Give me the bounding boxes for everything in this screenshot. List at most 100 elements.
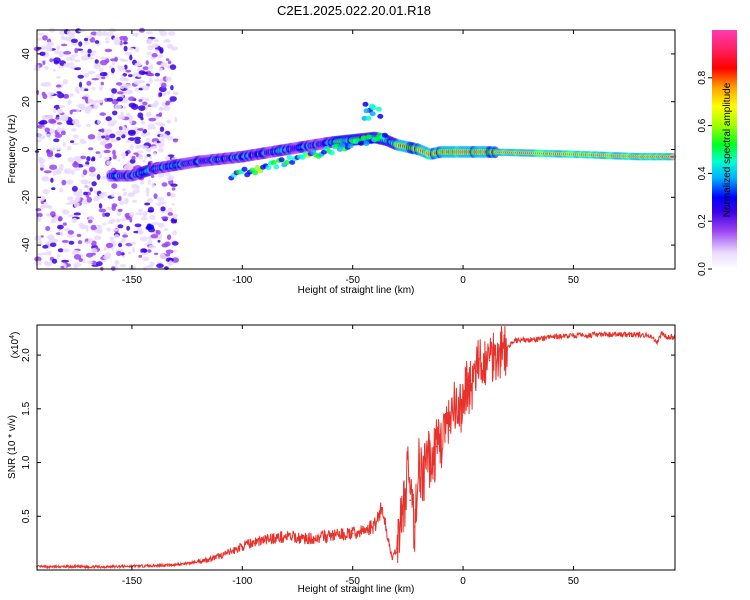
heatmap-noise-cell bbox=[128, 47, 135, 51]
heatmap-noise-cell bbox=[72, 161, 80, 168]
snr-data-point bbox=[296, 537, 299, 539]
snr-data-point bbox=[422, 477, 425, 480]
heatmap-noise-cell bbox=[71, 54, 79, 57]
heatmap-noise-cell bbox=[88, 237, 93, 243]
heatmap-branch-cell bbox=[360, 135, 367, 141]
heatmap-noise-cell bbox=[163, 39, 171, 43]
heatmap-branch-cell bbox=[370, 105, 377, 111]
heatmap-noise-cell bbox=[111, 60, 115, 66]
heatmap-noise-cell bbox=[140, 236, 148, 242]
heatmap-noise-cell bbox=[148, 117, 157, 122]
heatmap-noise-cell bbox=[116, 211, 122, 217]
snr-data-point bbox=[413, 526, 416, 528]
heatmap-noise-cell bbox=[147, 238, 153, 245]
heatmap-noise-cell bbox=[159, 78, 164, 82]
heatmap-noise-cell bbox=[123, 41, 128, 45]
heatmap-noise-cell bbox=[87, 70, 96, 75]
heatmap-y-tick-label: -20 bbox=[21, 190, 32, 205]
heatmap-noise-cell bbox=[123, 164, 132, 170]
heatmap-noise-cell bbox=[97, 229, 103, 235]
heatmap-noise-cell bbox=[94, 40, 100, 44]
heatmap-noise-cell bbox=[47, 157, 54, 160]
heatmap-noise-cell bbox=[125, 112, 131, 116]
snr-data-point bbox=[340, 533, 343, 536]
heatmap-noise-cell bbox=[116, 136, 121, 141]
heatmap-noise-cell bbox=[69, 62, 75, 66]
heatmap-noise-cell bbox=[88, 166, 96, 173]
heatmap-noise-cell bbox=[164, 172, 171, 176]
heatmap-noise-cell bbox=[87, 134, 96, 140]
heatmap-noise-cell bbox=[128, 265, 137, 271]
heatmap-noise-cell bbox=[112, 154, 117, 160]
snr-data-point bbox=[444, 424, 447, 426]
heatmap-noise-cell bbox=[49, 147, 56, 151]
heatmap-noise-cell bbox=[73, 212, 82, 216]
snr-data-point bbox=[230, 550, 233, 553]
heatmap-noise-cell bbox=[56, 108, 63, 114]
snr-data-point bbox=[391, 558, 394, 561]
heatmap-noise-cell bbox=[93, 104, 99, 110]
heatmap-x-axis-label: Height of straight line (km) bbox=[298, 285, 415, 296]
heatmap-noise-cell bbox=[49, 58, 54, 63]
heatmap-noise-cell bbox=[70, 38, 78, 43]
heatmap-noise-cell bbox=[114, 104, 122, 110]
heatmap-noise-cell bbox=[39, 51, 46, 56]
snr-data-point bbox=[87, 566, 89, 568]
heatmap-noise-cell bbox=[38, 156, 44, 162]
colorbar-tick-label: 0.4 bbox=[697, 166, 708, 180]
colorbar-tick-label: 0.2 bbox=[697, 214, 708, 228]
heatmap-noise-cell bbox=[165, 76, 172, 82]
heatmap-noise-cell bbox=[141, 145, 150, 149]
heatmap-noise-cell bbox=[80, 155, 87, 160]
heatmap-noise-cell bbox=[88, 172, 97, 177]
heatmap-noise-cell bbox=[118, 242, 123, 248]
snr-data-point bbox=[440, 440, 442, 442]
heatmap-branch-cell bbox=[299, 154, 306, 160]
heatmap-noise-cell bbox=[153, 39, 160, 43]
figure-title: C2E1.2025.022.20.01.R18 bbox=[277, 3, 431, 18]
heatmap-noise-cell bbox=[162, 91, 167, 97]
heatmap-branch-cell bbox=[363, 141, 370, 147]
heatmap-noise-cell bbox=[69, 31, 77, 35]
heatmap-noise-cell bbox=[134, 32, 139, 38]
heatmap-noise-cell bbox=[88, 98, 92, 105]
heatmap-branch-cell bbox=[369, 111, 376, 117]
heatmap-noise-cell bbox=[141, 71, 149, 75]
heatmap-x-ticks: -150 -100 -50 0 50 bbox=[122, 30, 579, 286]
snr-data-point bbox=[594, 333, 597, 336]
heatmap-noise-cell bbox=[43, 170, 52, 174]
colorbar: 0.0 0.2 0.4 0.6 0.8 Normalized spectral ampl… bbox=[697, 30, 737, 276]
heatmap-noise-cell bbox=[169, 193, 176, 198]
heatmap-noise-cell bbox=[166, 135, 174, 141]
heatmap-noise-cell bbox=[141, 251, 148, 256]
heatmap-noise-cell bbox=[151, 222, 160, 226]
heatmap-noise-cell bbox=[55, 117, 60, 120]
heatmap-noise-cell bbox=[165, 58, 170, 61]
heatmap-noise-cell bbox=[56, 167, 64, 172]
heatmap-noise-cell bbox=[98, 203, 103, 209]
snr-data-point bbox=[404, 494, 407, 496]
heatmap-noise-cell bbox=[161, 82, 167, 89]
snr-data-point bbox=[186, 562, 188, 565]
heatmap-noise-cell bbox=[101, 128, 105, 133]
heatmap-noise-cell bbox=[131, 184, 139, 189]
heatmap-noise-cell bbox=[138, 254, 143, 258]
heatmap-noise-cell bbox=[145, 97, 150, 102]
snr-frame bbox=[36, 324, 676, 571]
heatmap-noise-cell bbox=[66, 196, 74, 201]
heatmap-noise-cell bbox=[129, 119, 133, 125]
heatmap-noise-cell bbox=[160, 206, 166, 212]
heatmap-noise-cell bbox=[116, 91, 124, 95]
heatmap-noise-cell bbox=[160, 107, 164, 111]
snr-x-tick-label: -50 bbox=[345, 576, 360, 587]
heatmap-noise-cell bbox=[148, 245, 156, 249]
heatmap-noise-cell bbox=[91, 78, 100, 81]
snr-data-point bbox=[418, 461, 420, 464]
heatmap-noise-cell bbox=[129, 54, 133, 61]
heatmap-noise-cell bbox=[73, 168, 81, 171]
heatmap-noise-cell bbox=[62, 222, 67, 226]
heatmap-noise-cell bbox=[111, 183, 118, 189]
heatmap-noise-cell bbox=[57, 248, 64, 253]
heatmap-noise-cell bbox=[124, 64, 128, 70]
